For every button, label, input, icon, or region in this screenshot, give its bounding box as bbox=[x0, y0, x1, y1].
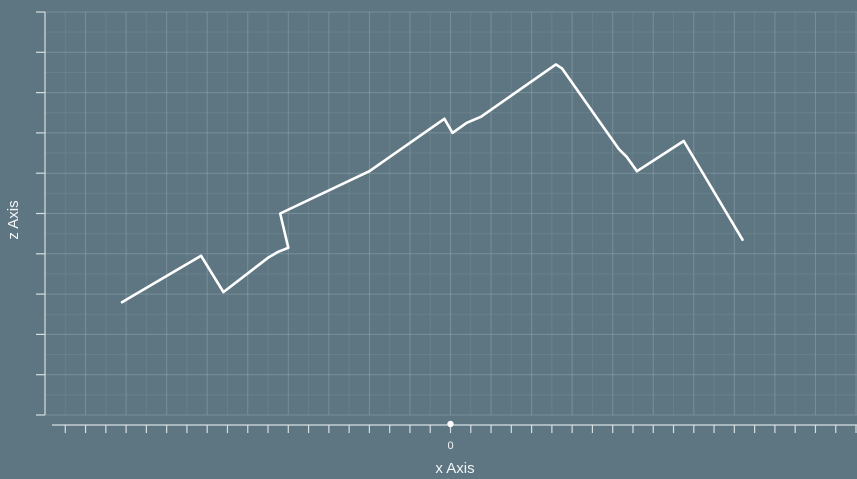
x-axis-marker bbox=[447, 420, 454, 428]
labels: x Axis z Axis bbox=[5, 200, 475, 477]
axes: 0 bbox=[36, 11, 857, 452]
grid bbox=[44, 11, 857, 416]
x-tick-label: 0 bbox=[447, 440, 453, 452]
x-axis-title: x Axis bbox=[435, 460, 474, 477]
series-line bbox=[120, 63, 744, 304]
y-axis-title: z Axis bbox=[5, 200, 22, 239]
series-layer bbox=[120, 63, 744, 304]
